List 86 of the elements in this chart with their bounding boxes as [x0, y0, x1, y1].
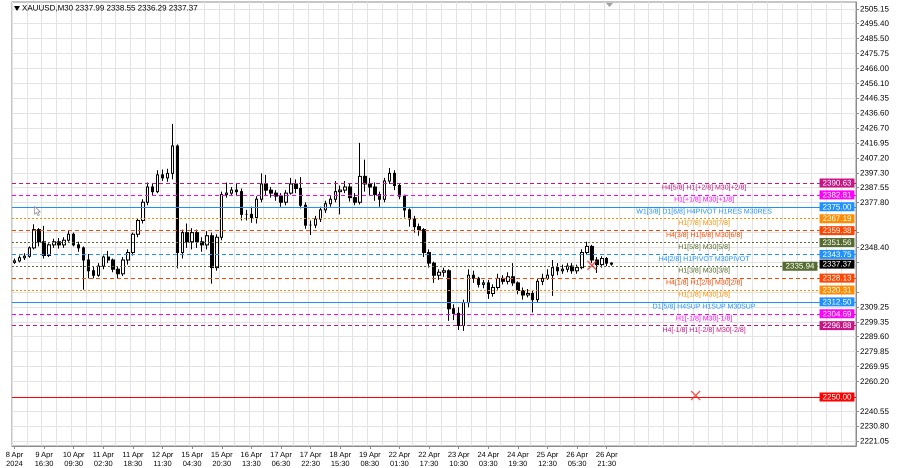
- y-tick-label: 2436.60: [860, 108, 890, 118]
- annotation: 2337.37: [822, 260, 852, 269]
- candlestick: [255, 196, 258, 224]
- annotation: 2367.19: [822, 214, 852, 224]
- candlestick: [610, 262, 613, 266]
- candlestick: [97, 262, 100, 278]
- y-tick-label: 2260.20: [860, 376, 890, 386]
- y-tick-label: 2377.80: [860, 198, 890, 208]
- candlestick: [171, 123, 174, 180]
- y-tick-label: 2289.60: [860, 332, 890, 342]
- y-tick-label: 2495.40: [860, 19, 890, 28]
- candlestick: [309, 220, 312, 236]
- annotation: 2312.50: [822, 297, 852, 306]
- candlestick: [393, 170, 396, 191]
- candlestick: [13, 258, 16, 264]
- candlestick: [230, 186, 233, 197]
- candlestick: [556, 262, 559, 276]
- candlestick: [82, 246, 85, 290]
- candlestick: [546, 268, 549, 280]
- candlestick: [472, 270, 475, 284]
- y-tick-label: 2230.80: [860, 422, 890, 431]
- annotation: 2382.81: [822, 190, 852, 200]
- annotation: 2375.00: [822, 202, 852, 212]
- annotation: 2343.75: [822, 250, 852, 259]
- candlestick: [23, 252, 26, 261]
- candlestick: [235, 183, 238, 197]
- annotation: 2304.69: [822, 309, 852, 318]
- y-tick-label: 2407.20: [860, 153, 890, 162]
- candlestick: [462, 299, 465, 332]
- candlestick: [319, 206, 322, 223]
- candlestick: [225, 182, 228, 198]
- y-tick-label: 2279.85: [860, 347, 890, 356]
- annotation: 2296.88: [822, 321, 852, 330]
- candlestick: [240, 188, 243, 221]
- annotation: 2351.56: [822, 238, 852, 247]
- y-tick-label: 2348.40: [860, 242, 890, 252]
- y-tick-label: 2456.10: [860, 78, 890, 88]
- candlestick: [304, 202, 307, 230]
- candlestick: [166, 168, 169, 182]
- candlestick: [477, 276, 480, 288]
- candlestick: [151, 183, 154, 196]
- candlestick: [18, 254, 21, 263]
- candlestick: [72, 232, 75, 247]
- y-tick-label: 2309.25: [860, 302, 890, 312]
- y-tick-label: 2397.30: [860, 168, 890, 178]
- candlestick: [561, 264, 564, 274]
- y-tick-label: 2485.50: [860, 34, 890, 44]
- y-tick-label: 2416.95: [860, 138, 890, 148]
- candlestick: [388, 168, 391, 184]
- candlestick: [551, 260, 554, 296]
- y-tick-label: 2269.95: [860, 362, 890, 372]
- y-tick-label: 2387.55: [860, 183, 890, 192]
- annotation: 2359.38: [822, 226, 852, 236]
- candlestick: [102, 254, 105, 270]
- candlestick: [161, 169, 164, 182]
- y-tick-label: 2240.55: [860, 406, 890, 416]
- candlestick: [77, 241, 80, 252]
- candlestick: [329, 196, 332, 208]
- annotation: 2335.94: [786, 262, 816, 271]
- candlestick: [245, 209, 248, 221]
- candlestick: [398, 183, 401, 200]
- y-tick-label: 2475.75: [860, 49, 890, 58]
- candlestick: [156, 170, 159, 194]
- y-tick-label: 2299.35: [860, 317, 890, 326]
- candlestick: [87, 253, 90, 279]
- y-tick-label: 2221.05: [860, 436, 890, 446]
- y-tick-label: 2426.70: [860, 124, 890, 133]
- candlestick: [176, 144, 179, 269]
- candlestick: [467, 268, 470, 308]
- candlestick: [314, 215, 317, 229]
- y-tick-label: 2466.00: [860, 64, 890, 73]
- candlestick: [457, 306, 460, 331]
- candlestick: [92, 266, 95, 279]
- candlestick: [482, 279, 485, 289]
- candlestick: [541, 273, 544, 286]
- annotation: 2328.13: [822, 274, 852, 283]
- candlestick: [536, 278, 539, 304]
- annotation: 2390.63: [822, 178, 852, 188]
- y-tick-label: 2446.35: [860, 94, 890, 103]
- annotation: 2250.00: [822, 392, 852, 402]
- annotation: 2320.31: [822, 286, 852, 295]
- candlestick: [250, 206, 253, 224]
- candlestick: [403, 194, 406, 218]
- candlestick: [408, 208, 411, 228]
- y-tick-label: 2505.15: [860, 4, 890, 14]
- chart-title: XAUUSD,M30 2337.99 2338.55 2336.29 2337.37: [22, 4, 198, 12]
